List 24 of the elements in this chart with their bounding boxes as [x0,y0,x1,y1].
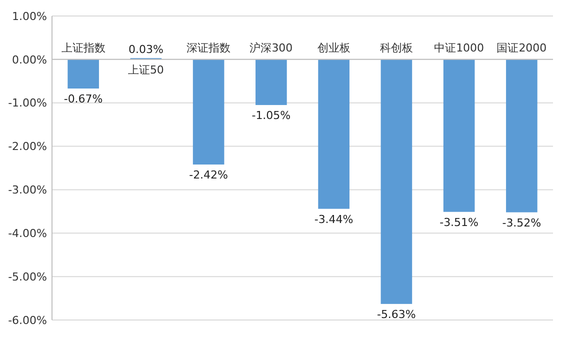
x-tick-label: 上证50 [128,63,164,76]
data-label: -2.42% [189,168,228,182]
x-tick-label: 上证指数 [61,41,106,54]
y-tick-label: -4.00% [8,226,47,240]
x-tick-label: 中证1000 [434,41,484,54]
x-tick-label: 沪深300 [250,41,293,54]
data-label: -0.67% [64,92,103,106]
data-label: -3.51% [440,216,479,229]
y-tick-label: -5.00% [8,270,47,284]
data-label: -3.44% [314,212,354,226]
data-label: 0.03% [128,43,164,56]
data-label: -1.05% [252,109,291,122]
y-tick-label: 0.00% [12,53,47,66]
x-tick-label: 深证指数 [186,41,231,54]
data-label: -5.63% [376,308,416,321]
y-tick-label: -1.00% [8,96,47,110]
y-tick-label: -2.00% [8,140,47,154]
x-tick-label: 科创板 [380,41,413,54]
y-tick-label: -6.00% [8,314,47,327]
x-tick-label: 创业板 [317,41,350,54]
data-label: -3.52% [502,216,542,230]
y-tick-label: -3.00% [8,184,47,197]
x-tick-label: 国证2000 [496,41,547,54]
y-tick-label: 1.00% [12,10,47,23]
